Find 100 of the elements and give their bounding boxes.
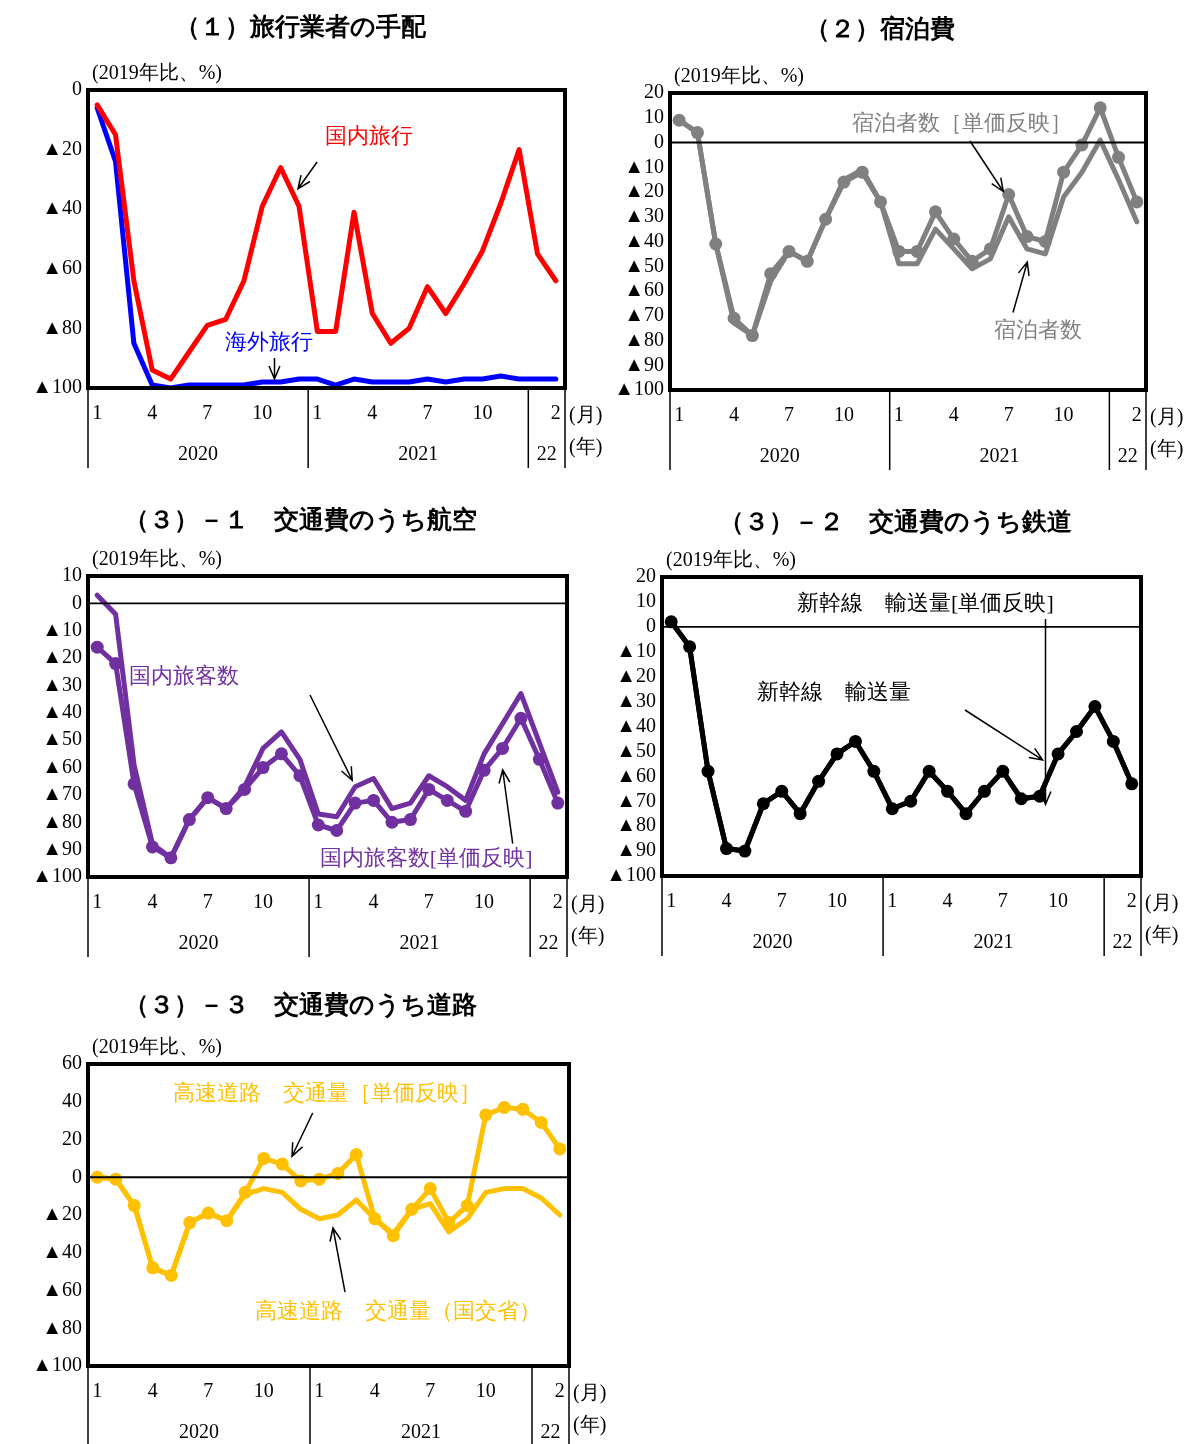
text: 2021 [401,1420,441,1443]
y-tick-label: ▲40 [42,700,82,723]
y-tick-label: ▲100 [614,377,664,400]
x-tick-label: 7 [1003,403,1014,426]
chart-title: （１）旅行業者の手配 [174,11,426,43]
y-tick-label: ▲90 [624,352,664,375]
text: 2020 [178,442,219,465]
text: 22 [1112,930,1133,953]
x-tick-label: 10 [252,401,273,424]
y-tick-label: 0 [646,614,656,637]
x-tick-label: 4 [147,401,158,424]
text: 22 [536,442,557,465]
x-tick-label: 10 [253,890,274,913]
y-tick-label: 10 [636,589,656,612]
text: (月) [571,892,605,916]
x-tick-label: 1 [92,401,103,424]
chart-title: （３）－３ 交通費のうち道路 [123,989,477,1021]
text: (月) [1145,891,1179,915]
x-tick-label: 7 [997,889,1008,912]
x-tick-label: 2 [550,401,561,424]
y-tick-label: ▲50 [42,727,82,750]
y-tick-label: ▲20 [42,1202,82,1225]
y-tick-label: ▲20 [616,663,656,686]
x-tick-label: 1 [893,403,904,426]
x-tick-label: 10 [474,890,495,913]
text: 2021 [979,444,1020,467]
chart-title: （３）－２ 交通費のうち鉄道 [718,506,1072,538]
text: 22 [540,1420,561,1443]
y-axis-title: (2019年比、%) [674,64,804,88]
y-tick-label: ▲70 [624,303,664,325]
x-tick-label: 10 [1053,403,1074,426]
y-tick-label: ▲40 [42,1240,82,1262]
y-tick-label: ▲70 [616,788,656,811]
text: (年) [573,1413,607,1437]
x-tick-label: 4 [721,889,732,912]
y-tick-label: ▲100 [32,864,82,887]
text: 新幹線 輸送量 [757,678,912,704]
x-tick-label: 7 [423,890,434,913]
text: 2020 [178,931,219,954]
text: 新幹線 輸送量[単価反映] [797,589,1054,615]
y-tick-label: ▲90 [616,838,656,861]
y-tick-label: ▲80 [42,315,82,338]
x-tick-label: 7 [425,1379,436,1402]
y-tick-label: ▲90 [42,836,82,859]
y-tick-label: ▲40 [624,228,664,251]
x-tick-label: 7 [422,401,433,424]
x-tick-label: 1 [314,1379,325,1402]
y-tick-label: 0 [72,590,82,613]
text: 国内旅行 [325,123,414,149]
series-label: 宿泊者数［単価反映］ [851,109,1072,135]
text: 2021 [399,931,440,954]
series-label: 海外旅行 [225,329,314,355]
x-tick-label: 7 [202,890,213,913]
x-tick-label: 1 [674,403,685,426]
y-tick-label: ▲20 [42,136,82,159]
y-tick-label: 20 [636,564,656,587]
x-tick-label: 4 [369,1379,380,1402]
text: 22 [538,931,559,954]
x-tick-label: 10 [833,403,854,426]
y-tick-label: ▲80 [42,1315,82,1338]
y-axis-title: (2019年比、%) [92,1035,222,1059]
y-tick-label: ▲60 [42,256,82,279]
y-tick-label: 10 [62,563,82,586]
y-tick-label: ▲60 [624,278,664,301]
x-tick-label: 7 [203,1379,214,1402]
y-tick-label: 0 [654,129,664,152]
x-tick-label: 1 [92,1379,103,1402]
text: 22 [1117,444,1138,467]
x-tick-label: 2 [554,1379,565,1402]
y-axis-title: (2019年比、%) [92,61,222,85]
y-tick-label: ▲80 [624,327,664,350]
y-tick-label: ▲50 [616,738,656,761]
x-tick-label: 10 [472,401,493,424]
text: 2021 [398,442,439,465]
text: (月) [1150,405,1184,429]
x-tick-label: 4 [729,403,740,426]
y-tick-label: ▲80 [616,813,656,836]
x-tick-label: 10 [253,1379,274,1402]
y-tick-label: ▲60 [42,754,82,777]
text: (年) [1150,437,1184,461]
text: (月) [569,403,603,427]
y-tick-label: 20 [62,1126,82,1149]
y-tick-label: ▲40 [42,196,82,219]
y-tick-label: 10 [644,105,664,127]
y-axis-title: (2019年比、%) [666,548,796,572]
y-tick-label: 20 [644,80,664,103]
x-tick-label: 4 [948,403,959,426]
x-tick-label: 1 [313,890,324,913]
y-tick-label: ▲50 [624,253,664,276]
x-tick-label: 2 [1131,403,1142,426]
series-label: 国内旅客数[単価反映] [319,844,533,870]
x-tick-label: 2 [1126,889,1137,912]
series-label: 国内旅客数 [128,662,239,688]
x-tick-label: 4 [367,401,378,424]
chart-title: （２）宿泊費 [805,13,955,45]
x-tick-label: 7 [784,403,794,426]
text: (年) [1145,923,1179,947]
x-tick-label: 1 [312,401,323,424]
y-tick-label: 0 [72,1164,82,1187]
y-tick-label: ▲30 [42,672,82,695]
